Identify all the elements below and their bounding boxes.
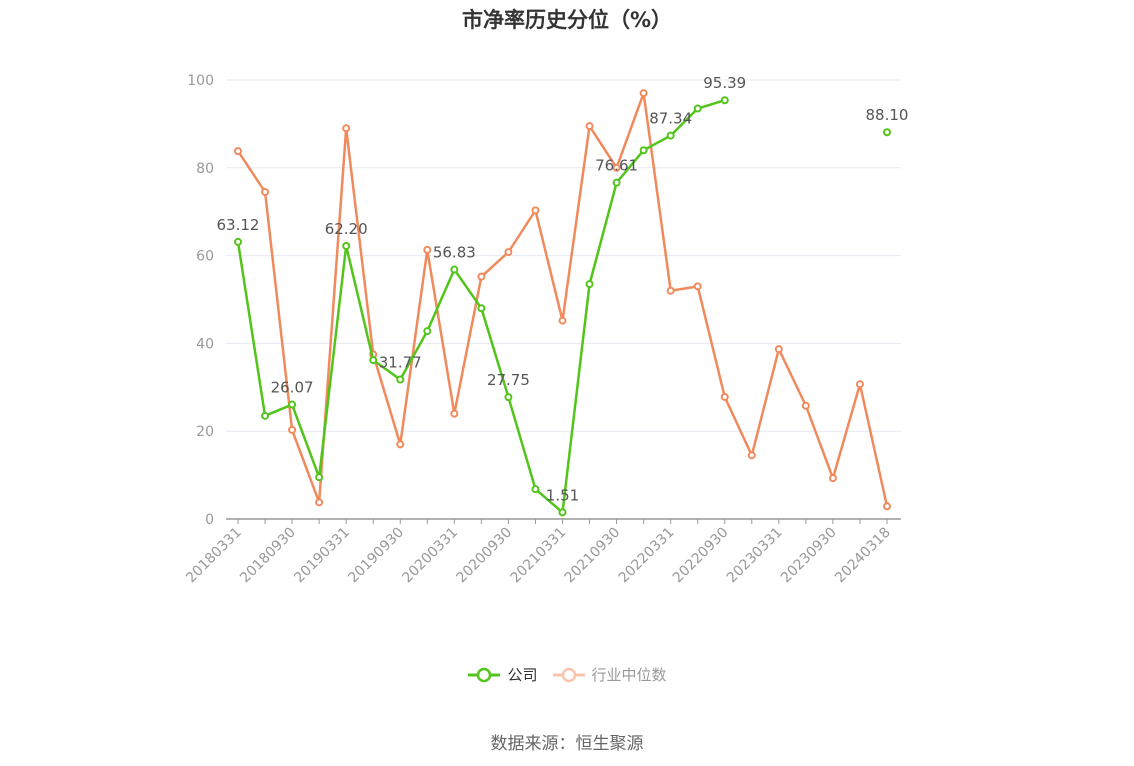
y-tick-label: 20	[196, 424, 214, 440]
data-point-company	[720, 96, 729, 105]
data-point-industry	[396, 440, 405, 449]
x-tick-label: 20230331	[724, 525, 786, 587]
data-label: 95.39	[703, 74, 746, 92]
data-point-company	[504, 393, 513, 402]
data-label: 63.12	[217, 216, 260, 234]
data-point-industry	[774, 345, 783, 354]
chart-title: 市净率历史分位（%）	[461, 8, 673, 32]
data-point-industry	[693, 282, 702, 291]
data-point-company	[558, 508, 567, 517]
data-label: 56.83	[433, 244, 476, 262]
data-point-industry	[639, 89, 648, 98]
data-point-industry	[531, 206, 540, 215]
x-tick-label: 20200331	[399, 525, 461, 587]
x-tick-label: 20230930	[778, 525, 840, 587]
data-source: 数据来源：恒生聚源	[490, 734, 644, 754]
data-label: 27.75	[487, 371, 530, 389]
data-point-industry	[747, 451, 756, 460]
y-tick-label: 40	[196, 336, 214, 352]
data-point-industry	[883, 502, 891, 511]
data-point-industry	[261, 187, 270, 196]
series-line-company	[238, 100, 887, 512]
data-point-industry	[585, 122, 594, 131]
data-point-company	[477, 304, 486, 313]
data-point-company	[693, 104, 702, 113]
legend: 公司 行业中位数	[0, 664, 1134, 685]
data-point-industry	[477, 272, 486, 281]
data-label: 1.51	[546, 486, 579, 504]
data-point-company	[315, 473, 324, 482]
data-point-industry	[423, 245, 432, 254]
data-point-industry	[612, 163, 621, 172]
data-point-industry	[504, 248, 513, 257]
data-point-company	[883, 128, 891, 137]
x-tick-label: 20180331	[183, 525, 245, 587]
data-point-company	[288, 400, 297, 409]
data-label: 31.77	[379, 354, 422, 372]
data-point-company	[531, 485, 540, 494]
legend-industry-label: 行业中位数	[591, 666, 667, 684]
x-tick-label: 20190930	[345, 525, 407, 587]
data-point-industry	[720, 392, 729, 401]
data-point-company	[342, 241, 351, 250]
legend-item-industry[interactable]: 行业中位数	[552, 664, 667, 685]
x-tick-label: 20210331	[508, 525, 570, 587]
data-point-industry	[855, 380, 864, 389]
data-point-company	[423, 327, 432, 336]
data-label: 26.07	[271, 379, 314, 397]
series-line-industry	[236, 91, 889, 507]
data-point-company	[585, 280, 594, 289]
data-label: 76.61	[595, 157, 638, 175]
legend-industry-marker	[552, 667, 585, 682]
data-point-industry	[234, 147, 242, 156]
data-point-company	[612, 178, 621, 187]
y-tick-label: 60	[196, 249, 214, 265]
data-point-industry	[828, 474, 837, 483]
x-tick-label: 20220930	[670, 525, 732, 587]
x-tick-label: 20190331	[291, 525, 353, 587]
data-point-industry	[315, 498, 324, 507]
y-tick-label: 100	[187, 73, 214, 89]
y-tick-label: 80	[196, 161, 214, 177]
data-label: 62.20	[325, 220, 368, 238]
data-label: 87.34	[649, 110, 692, 128]
data-point-company	[450, 265, 459, 274]
x-tick-label: 20200930	[454, 525, 516, 587]
data-label: 88.10	[866, 106, 909, 124]
legend-company-label: 公司	[507, 666, 538, 684]
x-tick-label: 20180930	[237, 525, 299, 587]
data-point-industry	[288, 425, 297, 434]
x-tick-label: 20220331	[616, 525, 678, 587]
data-point-industry	[801, 401, 810, 410]
data-point-company	[234, 237, 242, 246]
data-point-company	[396, 375, 405, 384]
legend-item-company[interactable]: 公司	[467, 664, 538, 685]
data-point-company	[261, 411, 270, 420]
data-point-company	[666, 131, 675, 140]
legend-company-marker	[468, 667, 501, 682]
y-tick-label: 0	[205, 512, 214, 528]
data-point-industry	[666, 286, 675, 295]
data-point-company	[369, 356, 378, 365]
data-point-industry	[450, 409, 459, 418]
data-point-industry	[342, 124, 351, 133]
x-tick-label: 20210930	[562, 525, 624, 587]
data-point-industry	[558, 316, 567, 325]
data-point-company	[639, 146, 648, 155]
x-tick-label: 20240318	[832, 525, 894, 587]
